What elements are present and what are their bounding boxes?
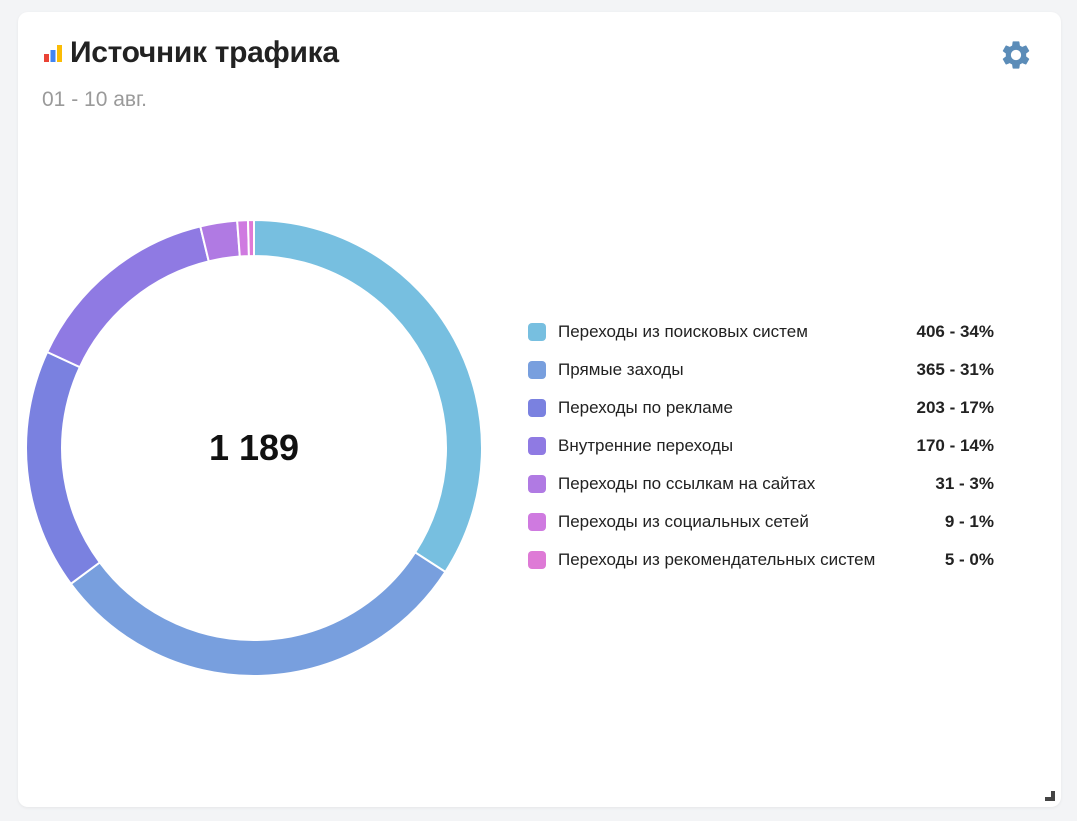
- widget-title: Источник трафика: [70, 36, 339, 69]
- bar-chart-icon: [44, 45, 62, 62]
- legend-item[interactable]: Прямые заходы 365 - 31%: [528, 351, 994, 389]
- legend-swatch: [528, 399, 546, 417]
- widget-header: Источник трафика: [42, 36, 339, 70]
- legend-swatch: [528, 323, 546, 341]
- chart-legend: Переходы из поисковых систем 406 - 34% Пря…: [528, 313, 994, 579]
- legend-label: Переходы из рекомендательных систем: [558, 550, 876, 569]
- donut-slice[interactable]: [253, 218, 483, 574]
- legend-item[interactable]: Переходы по рекламе 203 - 17%: [528, 389, 994, 427]
- donut-slice[interactable]: [69, 550, 447, 677]
- donut-chart: [25, 218, 483, 677]
- date-range: 01 - 10 авг.: [42, 88, 147, 111]
- donut-slice[interactable]: [45, 225, 210, 369]
- legend-label: Прямые заходы: [558, 360, 684, 379]
- legend-value: 5 - 0%: [944, 550, 994, 569]
- legend-value: 365 - 31%: [916, 360, 995, 379]
- legend-label: Переходы из социальных сетей: [558, 512, 809, 531]
- legend-item[interactable]: Внутренние переходы 170 - 14%: [528, 427, 994, 465]
- legend-swatch: [528, 513, 546, 531]
- legend-swatch: [528, 475, 546, 493]
- legend-label: Переходы по рекламе: [558, 398, 733, 417]
- donut-slice[interactable]: [25, 350, 102, 586]
- resize-handle-icon[interactable]: [1045, 791, 1055, 801]
- legend-value: 9 - 1%: [944, 512, 994, 531]
- legend-label: Внутренние переходы: [558, 436, 734, 455]
- legend-value: 170 - 14%: [916, 436, 995, 455]
- legend-item[interactable]: Переходы из рекомендательных систем 5 - 0…: [528, 541, 994, 579]
- donut-slice[interactable]: [246, 218, 255, 258]
- legend-swatch: [528, 551, 546, 569]
- legend-value: 406 - 34%: [916, 322, 995, 341]
- gear-icon[interactable]: [999, 38, 1033, 72]
- legend-item[interactable]: Переходы из социальных сетей 9 - 1%: [528, 503, 994, 541]
- legend-value: 31 - 3%: [935, 474, 994, 493]
- legend-swatch: [528, 361, 546, 379]
- legend-value: 203 - 17%: [916, 398, 995, 417]
- legend-label: Переходы по ссылкам на сайтах: [558, 474, 816, 493]
- legend-item[interactable]: Переходы по ссылкам на сайтах 31 - 3%: [528, 465, 994, 503]
- legend-label: Переходы из поисковых систем: [558, 322, 808, 341]
- legend-swatch: [528, 437, 546, 455]
- legend-item[interactable]: Переходы из поисковых систем 406 - 34%: [528, 313, 994, 351]
